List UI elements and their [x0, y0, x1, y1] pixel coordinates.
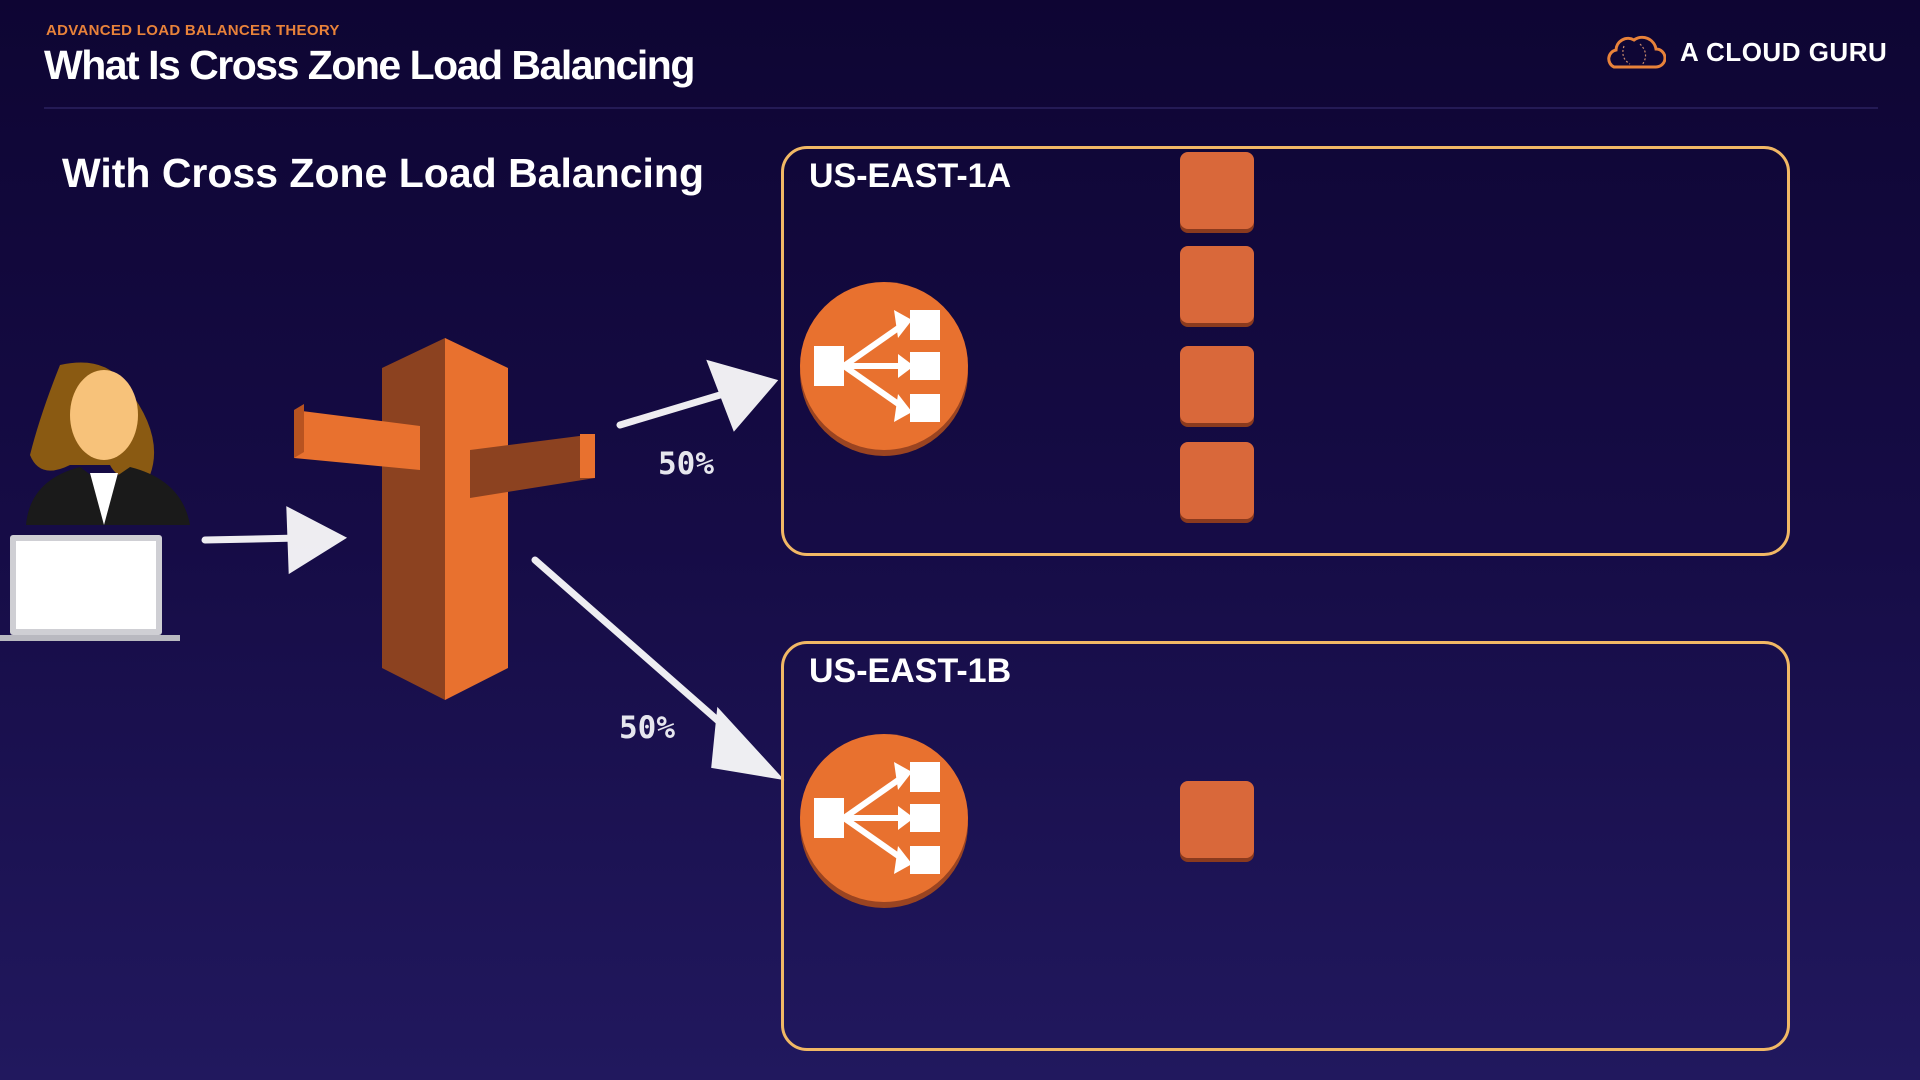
elastic-load-balancer-icon: [294, 338, 595, 700]
zone-label: US-EAST-1A: [809, 157, 1012, 195]
slide-heading: With Cross Zone Load Balancing: [62, 150, 705, 196]
user-with-laptop-icon: [0, 362, 190, 641]
traffic-percent-zone-a: 50%: [658, 446, 714, 482]
arrow-user-to-elb: [201, 534, 304, 544]
traffic-percent-zone-b: 50%: [619, 710, 675, 746]
load-balancer-icon: [800, 282, 968, 456]
page-title: What Is Cross Zone Load Balancing: [44, 42, 695, 88]
cloud-logo-icon: [1607, 35, 1666, 69]
ec2-instance: [1180, 246, 1254, 323]
arrow-head: [706, 359, 779, 432]
ec2-instance: [1180, 152, 1254, 229]
header-divider: [44, 107, 1878, 109]
ec2-instance: [1180, 346, 1254, 423]
brand-name: A CLOUD GURU: [1680, 36, 1888, 67]
arrow-elb-to-zone-a: [616, 388, 734, 429]
section-kicker: ADVANCED LOAD BALANCER THEORY: [46, 22, 340, 39]
arrow-elb-to-zone-b: [531, 556, 744, 744]
ec2-instance: [1180, 442, 1254, 519]
brand-logo: A CLOUD GURU: [1604, 34, 1887, 70]
zone-label: US-EAST-1B: [809, 652, 1012, 690]
availability-zone-b: US-EAST-1B: [781, 641, 1790, 1051]
availability-zone-a: US-EAST-1A: [781, 146, 1790, 556]
load-balancer-icon: [800, 734, 968, 908]
arrow-head: [286, 506, 348, 575]
ec2-instance: [1180, 781, 1254, 858]
arrow-head: [711, 706, 785, 781]
